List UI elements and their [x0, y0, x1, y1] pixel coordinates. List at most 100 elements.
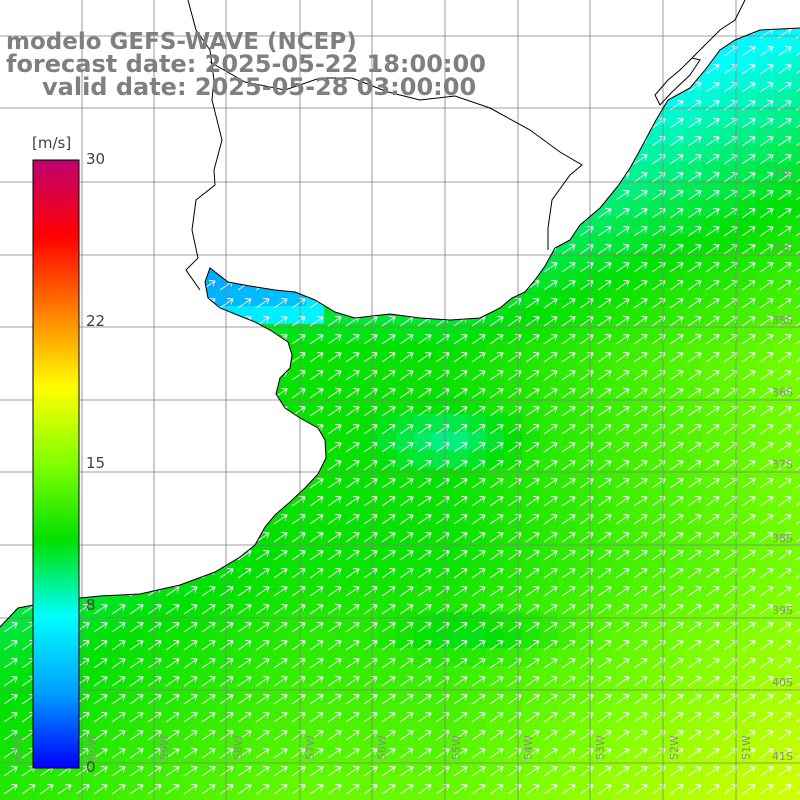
wind-arrow: [741, 730, 756, 741]
wind-arrow: [687, 496, 702, 507]
wind-arrow: [363, 532, 378, 543]
wind-arrow: [777, 64, 792, 75]
wind-arrow: [669, 640, 684, 651]
wind-arrow: [327, 640, 342, 651]
wind-arrow: [381, 712, 396, 723]
wind-arrow: [597, 712, 612, 723]
wind-arrow: [633, 298, 648, 309]
wind-arrow: [291, 622, 306, 633]
wind-arrow: [363, 460, 378, 471]
wind-arrow: [615, 676, 630, 687]
wind-arrow: [453, 388, 468, 399]
wind-arrow: [579, 478, 594, 489]
wind-arrow: [615, 226, 630, 237]
wind-arrow: [669, 622, 684, 633]
wind-arrow: [327, 658, 342, 669]
wind-arrow: [615, 280, 630, 291]
wind-arrow: [183, 676, 198, 687]
wind-arrow: [561, 784, 576, 795]
wind-arrow: [741, 334, 756, 345]
wind-arrow: [417, 586, 432, 597]
wind-arrow: [525, 334, 540, 345]
wind-arrow: [795, 748, 800, 759]
wind-arrow: [471, 388, 486, 399]
wind-arrow: [597, 658, 612, 669]
wind-arrow: [363, 604, 378, 615]
wind-arrow: [579, 280, 594, 291]
wind-arrow: [507, 478, 522, 489]
wind-arrow: [669, 316, 684, 327]
wind-arrow: [615, 766, 630, 777]
wind-arrow: [561, 442, 576, 453]
wind-arrow: [777, 442, 792, 453]
wind-arrow: [417, 676, 432, 687]
wind-arrow: [705, 388, 720, 399]
wind-arrow: [273, 298, 288, 309]
wind-arrow: [777, 658, 792, 669]
wind-arrow: [111, 730, 126, 741]
wind-arrow: [399, 424, 414, 435]
wind-arrow: [597, 244, 612, 255]
wind-arrow: [579, 388, 594, 399]
wind-arrow: [615, 694, 630, 705]
wind-arrow: [741, 712, 756, 723]
wind-arrow: [579, 352, 594, 363]
wind-arrow: [777, 190, 792, 201]
wind-arrow: [309, 550, 324, 561]
wind-arrow: [399, 712, 414, 723]
wind-arrow: [291, 352, 306, 363]
wind-arrow: [633, 154, 648, 165]
wind-arrow: [543, 784, 558, 795]
wind-arrow: [615, 586, 630, 597]
wind-arrow: [345, 622, 360, 633]
wind-arrow: [3, 640, 18, 651]
wind-arrow: [309, 478, 324, 489]
wind-arrow: [381, 568, 396, 579]
wind-arrow: [579, 712, 594, 723]
wind-arrow: [165, 766, 180, 777]
wind-arrow: [255, 694, 270, 705]
wind-arrow: [273, 586, 288, 597]
wind-arrow: [345, 478, 360, 489]
wind-arrow: [399, 586, 414, 597]
wind-arrow: [363, 730, 378, 741]
wind-arrow: [759, 496, 774, 507]
wind-arrow: [363, 568, 378, 579]
wind-arrow: [741, 514, 756, 525]
wind-arrow: [597, 766, 612, 777]
wind-arrow: [687, 712, 702, 723]
wind-arrow: [111, 676, 126, 687]
wind-arrow: [507, 388, 522, 399]
wind-arrow: [363, 784, 378, 795]
wind-arrow: [615, 334, 630, 345]
wind-arrow: [543, 694, 558, 705]
colorbar-unit: [m/s]: [32, 134, 72, 152]
wind-arrow: [489, 658, 504, 669]
wind-arrow: [399, 478, 414, 489]
wind-arrow: [453, 478, 468, 489]
wind-arrow: [399, 640, 414, 651]
wind-arrow: [687, 424, 702, 435]
wind-arrow: [687, 676, 702, 687]
wind-arrow: [453, 658, 468, 669]
wind-arrow: [237, 568, 252, 579]
wind-arrow: [345, 712, 360, 723]
wind-arrow: [741, 190, 756, 201]
wind-arrow: [453, 748, 468, 759]
wind-arrow: [579, 586, 594, 597]
wind-arrow: [579, 532, 594, 543]
wind-arrow: [525, 730, 540, 741]
wind-arrow: [795, 604, 800, 615]
wind-arrow: [237, 658, 252, 669]
wind-arrow: [507, 622, 522, 633]
wind-arrow: [705, 676, 720, 687]
wind-arrow: [579, 640, 594, 651]
wind-arrow: [255, 640, 270, 651]
title-valid-date: valid date: 2025-05-28 03:00:00: [42, 73, 477, 101]
wind-arrow: [615, 712, 630, 723]
wind-arrow: [381, 604, 396, 615]
longitude-label: 56W: [376, 735, 389, 760]
wind-arrow: [399, 622, 414, 633]
wind-arrow: [3, 676, 18, 687]
wind-arrow: [705, 100, 720, 111]
